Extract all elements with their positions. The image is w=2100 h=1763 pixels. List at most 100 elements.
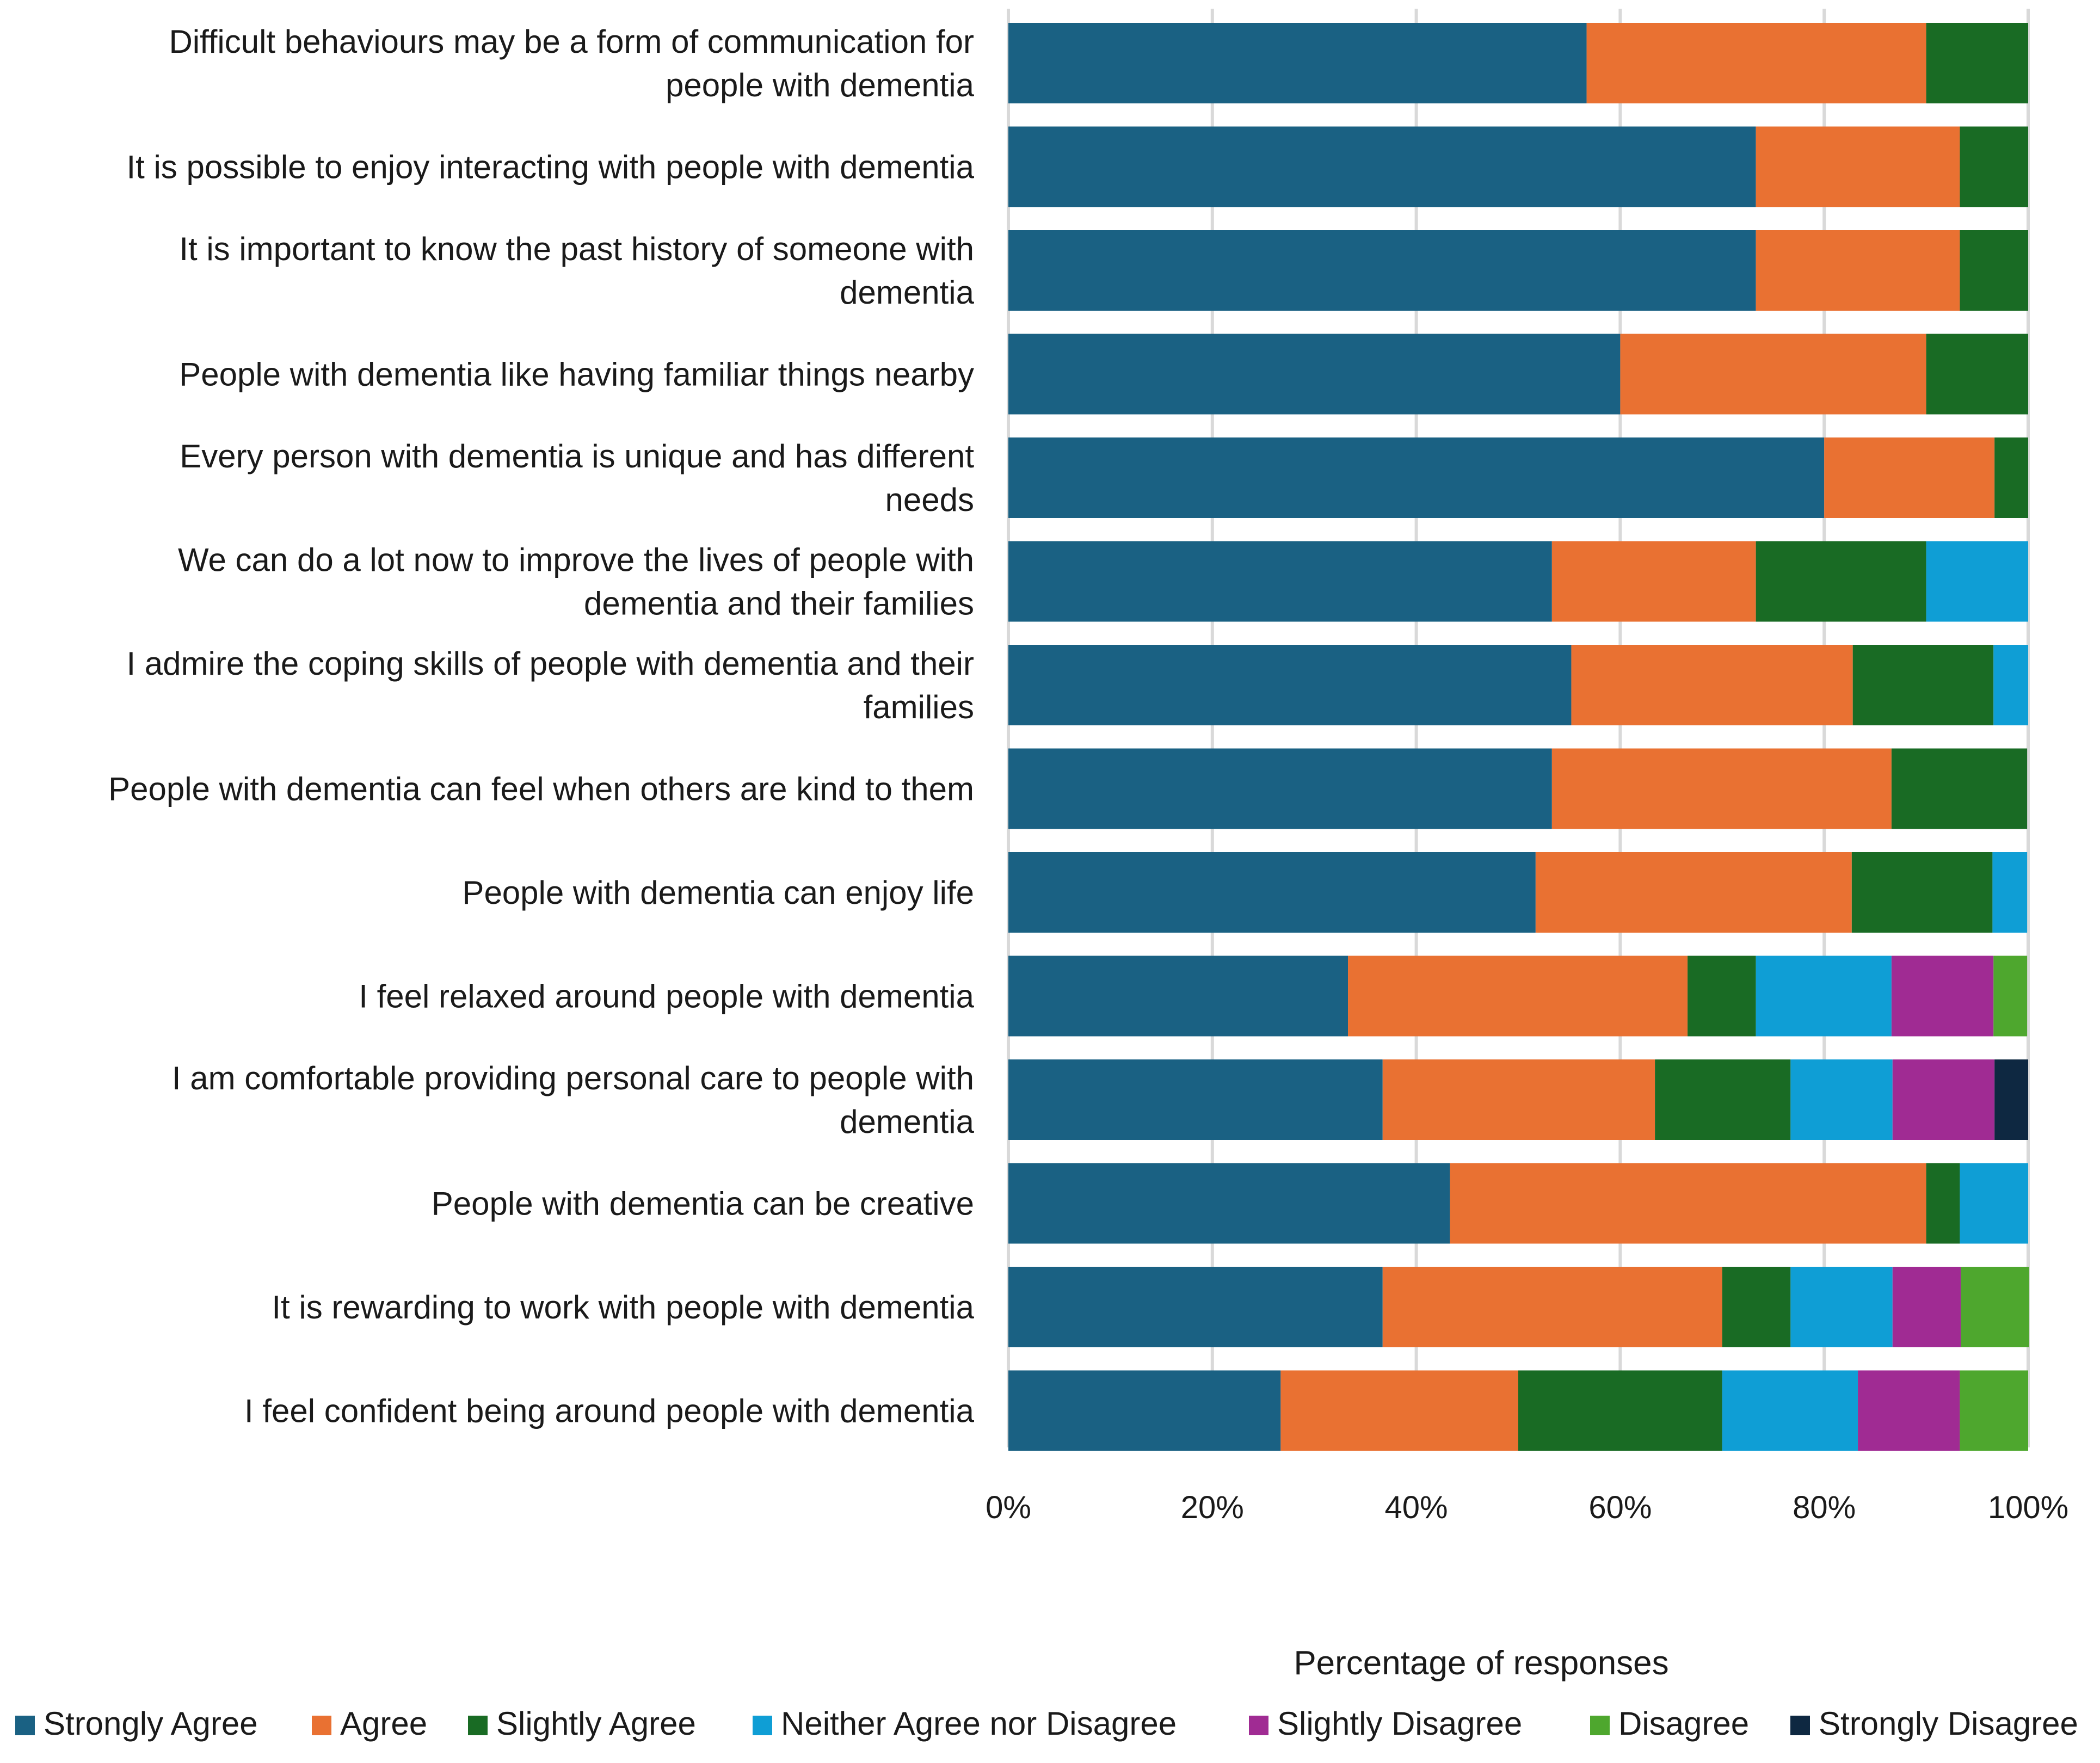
bar-row bbox=[1008, 437, 2028, 518]
legend-swatch bbox=[468, 1716, 488, 1735]
bar-segment-strongly-agree bbox=[1008, 1059, 1383, 1140]
bar-row bbox=[1008, 541, 2028, 622]
bar-row bbox=[1008, 23, 2028, 103]
bar-segment-strongly-agree bbox=[1008, 852, 1536, 933]
bar-segment-disagree bbox=[1993, 956, 2028, 1037]
bar-row bbox=[1008, 1267, 2029, 1347]
bar-segment-agree bbox=[1280, 1370, 1518, 1451]
category-label: Every person with dementia is unique and… bbox=[180, 438, 974, 518]
bar-segment-slightly-agree bbox=[1960, 126, 2028, 207]
bar-segment-neither-agree-nor-disagree bbox=[1960, 1163, 2028, 1244]
legend-item-strongly-disagree: Strongly Disagree bbox=[1790, 1705, 2078, 1742]
x-tick-label: 0% bbox=[986, 1490, 1031, 1525]
legend-item-slightly-disagree: Slightly Disagree bbox=[1249, 1705, 1522, 1742]
bar-row bbox=[1008, 1059, 2028, 1140]
bar-segment-agree bbox=[1824, 437, 1995, 518]
category-label: People with dementia like having familia… bbox=[179, 356, 974, 393]
bar-segment-slightly-disagree bbox=[1891, 956, 1994, 1037]
legend-swatch bbox=[753, 1716, 772, 1735]
bar-segment-slightly-agree bbox=[1891, 748, 2028, 829]
bar-segment-slightly-agree bbox=[1688, 956, 1756, 1037]
bar-segment-slightly-agree bbox=[1960, 230, 2028, 311]
x-tick-label: 60% bbox=[1588, 1490, 1652, 1525]
bar-segment-strongly-agree bbox=[1008, 645, 1572, 725]
bar-segment-slightly-agree bbox=[1756, 541, 1926, 622]
category-label: I admire the coping skills of people wit… bbox=[126, 645, 974, 725]
bar-segment-strongly-agree bbox=[1008, 956, 1348, 1037]
bar-segment-agree bbox=[1551, 541, 1756, 622]
legend-item-agree: Agree bbox=[312, 1705, 427, 1742]
bar-segment-strongly-agree bbox=[1008, 126, 1756, 207]
bar-segment-neither-agree-nor-disagree bbox=[1756, 956, 1892, 1037]
bar-segment-agree bbox=[1450, 1163, 1926, 1244]
bar-segment-strongly-agree bbox=[1008, 230, 1756, 311]
bar-segment-agree bbox=[1551, 748, 1892, 829]
bar-segment-slightly-disagree bbox=[1892, 1267, 1961, 1347]
bar-segment-slightly-agree bbox=[1926, 23, 2028, 103]
bar-segment-slightly-agree bbox=[1994, 437, 2028, 518]
bar-row bbox=[1008, 852, 2028, 933]
bar-segment-neither-agree-nor-disagree bbox=[1790, 1059, 1893, 1140]
x-tick-label: 80% bbox=[1793, 1490, 1856, 1525]
bar-row bbox=[1008, 956, 2028, 1037]
bar-segment-slightly-agree bbox=[1926, 334, 2028, 415]
legend-label: Slightly Agree bbox=[496, 1705, 696, 1742]
legend-item-slightly-agree: Slightly Agree bbox=[468, 1705, 696, 1742]
legend-item-strongly-agree: Strongly Agree bbox=[15, 1705, 258, 1742]
category-label: It is possible to enjoy interacting with… bbox=[126, 149, 974, 186]
x-axis-ticks: 0% 20% 40% 60% 80% 100% bbox=[986, 1490, 2068, 1525]
bar-segment-agree bbox=[1586, 23, 1926, 103]
legend-label: Slightly Disagree bbox=[1277, 1705, 1522, 1742]
bar-segment-slightly-agree bbox=[1926, 1163, 1960, 1244]
bar-segment-strongly-agree bbox=[1008, 1267, 1383, 1347]
legend-swatch bbox=[312, 1716, 331, 1735]
bar-segment-strongly-agree bbox=[1008, 437, 1825, 518]
bar-segment-neither-agree-nor-disagree bbox=[1992, 852, 2028, 933]
bar-segment-disagree bbox=[1961, 1267, 2029, 1347]
legend-swatch bbox=[15, 1716, 35, 1735]
bar-segment-neither-agree-nor-disagree bbox=[1993, 645, 2028, 725]
bar-segment-slightly-disagree bbox=[1858, 1370, 1960, 1451]
bar-row bbox=[1008, 748, 2028, 829]
bar-segment-neither-agree-nor-disagree bbox=[1790, 1267, 1893, 1347]
bar-segment-agree bbox=[1535, 852, 1852, 933]
bar-segment-strongly-agree bbox=[1008, 1163, 1450, 1244]
bar-segment-disagree bbox=[1960, 1370, 2028, 1451]
bar-segment-agree bbox=[1348, 956, 1688, 1037]
category-label: People with dementia can be creative bbox=[432, 1186, 974, 1222]
bar-row bbox=[1008, 334, 2028, 415]
bar-row bbox=[1008, 126, 2028, 207]
bar-segment-agree bbox=[1620, 334, 1926, 415]
bar-segment-slightly-agree bbox=[1722, 1267, 1791, 1347]
legend-label: Disagree bbox=[1618, 1705, 1749, 1742]
legend-label: Strongly Disagree bbox=[1819, 1705, 2078, 1742]
bar-segment-agree bbox=[1756, 230, 1960, 311]
category-label: I am comfortable providing personal care… bbox=[172, 1060, 975, 1140]
legend-swatch bbox=[1249, 1716, 1268, 1735]
bar-segment-strongly-agree bbox=[1008, 541, 1552, 622]
bar-segment-slightly-agree bbox=[1655, 1059, 1791, 1140]
bar-row bbox=[1008, 230, 2028, 311]
bar-segment-strongly-agree bbox=[1008, 23, 1587, 103]
category-labels: Difficult behaviours may be a form of co… bbox=[108, 23, 975, 1429]
bar-segment-slightly-agree bbox=[1852, 645, 1994, 725]
bar-segment-slightly-disagree bbox=[1892, 1059, 1995, 1140]
bar-segment-slightly-agree bbox=[1851, 852, 1993, 933]
bar-row bbox=[1008, 645, 2028, 725]
legend-swatch bbox=[1790, 1716, 1810, 1735]
bar-segment-agree bbox=[1571, 645, 1853, 725]
legend-label: Agree bbox=[340, 1705, 427, 1742]
legend: Strongly Agree Agree Slightly Agree Neither… bbox=[15, 1705, 2078, 1742]
category-label: I feel confident being around people wit… bbox=[244, 1393, 975, 1429]
bar-segment-strongly-agree bbox=[1008, 748, 1552, 829]
legend-label: Neither Agree nor Disagree bbox=[781, 1705, 1177, 1742]
bars bbox=[1008, 23, 2029, 1451]
legend-item-disagree: Disagree bbox=[1590, 1705, 1749, 1742]
bar-segment-agree bbox=[1382, 1059, 1655, 1140]
bar-segment-slightly-agree bbox=[1518, 1370, 1722, 1451]
x-tick-label: 100% bbox=[1988, 1490, 2068, 1525]
category-label: People with dementia can enjoy life bbox=[462, 874, 974, 911]
category-label: I feel relaxed around people with dement… bbox=[359, 978, 974, 1015]
bar-segment-neither-agree-nor-disagree bbox=[1722, 1370, 1858, 1451]
